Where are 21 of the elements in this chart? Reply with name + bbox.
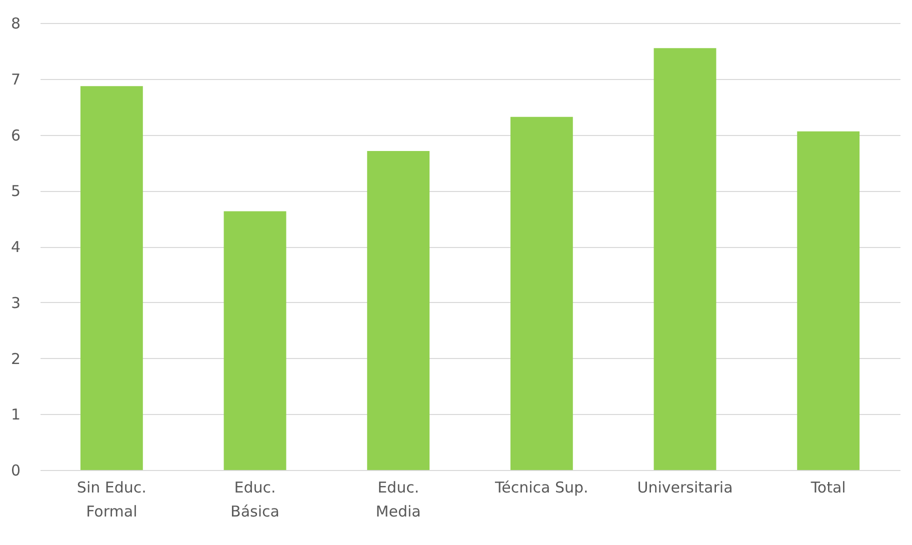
- bar: [654, 48, 716, 470]
- y-tick-label: 5: [10, 182, 20, 200]
- y-tick-label: 1: [10, 406, 20, 424]
- y-tick-label: 2: [10, 350, 20, 368]
- bar: [224, 211, 286, 470]
- x-tick-label: Educ. Media: [376, 478, 421, 520]
- y-tick-label: 3: [10, 294, 20, 312]
- x-tick-label: Educ. Básica: [230, 478, 280, 520]
- y-tick-label: 0: [10, 462, 20, 480]
- bar: [367, 150, 430, 470]
- x-tick-label: Total: [810, 478, 846, 496]
- bar: [510, 116, 573, 470]
- y-tick-label: 8: [10, 14, 20, 32]
- x-tick-label: Sin Educ. Formal: [76, 478, 146, 520]
- x-tick-label: Técnica Sup.: [494, 478, 588, 496]
- bar: [80, 86, 143, 470]
- x-tick-label: Universitaria: [637, 478, 733, 496]
- y-tick-label: 7: [10, 70, 20, 88]
- y-tick-label: 6: [10, 126, 20, 144]
- y-tick-label: 4: [10, 238, 20, 256]
- bar: [797, 131, 860, 470]
